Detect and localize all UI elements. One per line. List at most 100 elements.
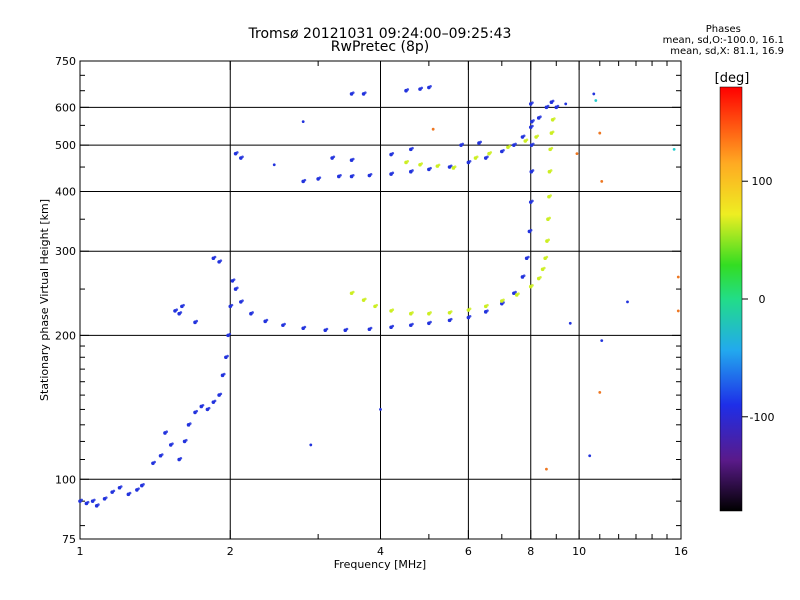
chart-title: Tromsø 20121031 09:24:00–09:25:43 (248, 26, 512, 42)
colorbar-tick-label: 100 (752, 175, 773, 188)
outlier-point (309, 443, 313, 447)
o-mode-point (93, 498, 96, 502)
colorbar (719, 86, 743, 512)
x-mode-point (420, 162, 424, 165)
outlier-point (588, 454, 592, 458)
o-mode-point (332, 155, 336, 159)
y-tick-label: 75 (62, 533, 76, 546)
o-mode-point (213, 255, 217, 259)
x-mode-point (543, 266, 546, 270)
x-mode-point (449, 310, 453, 313)
o-mode-point (479, 140, 482, 144)
phases-stats-box: Phases mean, sd,O:-100.0, 16.1 mean, sd,… (663, 24, 784, 57)
x-mode-point (437, 163, 441, 167)
o-mode-point (531, 101, 534, 104)
x-mode-point (391, 308, 395, 311)
o-mode-point (364, 91, 367, 94)
o-mode-point (222, 372, 226, 376)
o-mode-point (532, 119, 535, 122)
y-tick-label: 600 (55, 101, 76, 114)
x-mode-point (517, 292, 520, 296)
o-mode-point (369, 326, 373, 330)
o-mode-point (232, 278, 236, 281)
colorbar-tick-label: 0 (759, 293, 766, 306)
o-mode-point (128, 491, 132, 495)
o-mode-point (339, 173, 342, 177)
o-mode-point (303, 178, 307, 182)
o-mode-point (182, 303, 185, 307)
x-mode-point (550, 146, 554, 150)
x-tick-label: 8 (527, 545, 534, 558)
x-mode-point (551, 130, 555, 134)
o-mode-point (411, 169, 414, 172)
outlier-point (592, 92, 596, 96)
x-tick-label: 10 (572, 545, 586, 558)
colorbar-label: [deg] (715, 71, 750, 86)
o-mode-point (226, 354, 229, 358)
outlier-point (431, 127, 435, 131)
x-mode-point (547, 238, 550, 242)
outlier-point (676, 309, 680, 313)
o-mode-point (153, 460, 156, 464)
outlier-point (545, 467, 548, 471)
x-mode-point (531, 284, 534, 287)
x-axis-label: Frequency [MHz] (334, 558, 426, 571)
o-mode-point (230, 303, 234, 307)
gridlines (80, 61, 681, 539)
o-mode-point (429, 84, 432, 88)
o-mode-point (86, 500, 90, 504)
x-tick-label: 1 (77, 545, 84, 558)
x-mode-point (475, 155, 479, 159)
phases-header: Phases (705, 24, 741, 35)
x-mode-point (502, 298, 505, 302)
o-mode-point (219, 259, 223, 262)
o-mode-point (303, 325, 307, 329)
o-mode-point (546, 104, 550, 108)
o-mode-point (539, 115, 542, 119)
phases-o-mode-stats: mean, sd,O:-100.0, 16.1 (662, 35, 784, 46)
y-tick-label: 100 (55, 473, 76, 486)
o-mode-point (351, 173, 355, 177)
outlier-point (568, 321, 572, 325)
x-mode-point (508, 144, 511, 148)
x-mode-point (549, 194, 552, 197)
o-mode-point (179, 311, 183, 314)
o-mode-point (420, 86, 424, 90)
o-mode-point (179, 456, 183, 460)
o-mode-point (391, 151, 395, 155)
o-mode-point (369, 172, 373, 176)
y-tick-label: 400 (55, 185, 76, 198)
o-mode-point (80, 498, 84, 502)
o-mode-point (175, 308, 179, 311)
o-mode-point (468, 159, 472, 163)
o-mode-point (522, 274, 526, 278)
colorbar-ticks: 100 0 -100 (742, 175, 774, 424)
o-mode-point (219, 392, 223, 396)
x-mode-point (364, 297, 367, 301)
o-mode-point (195, 409, 199, 413)
o-mode-point (241, 155, 244, 159)
o-mode-point (468, 314, 472, 318)
o-mode-point (112, 489, 116, 493)
x-mode-point (545, 255, 549, 259)
y-tick-label: 300 (55, 245, 76, 258)
outlier-point (598, 131, 602, 135)
o-mode-point (104, 496, 108, 499)
o-mode-point (486, 155, 489, 159)
o-mode-point (531, 124, 534, 128)
o-mode-point (461, 142, 465, 146)
y-axis-label: Stationary phase Virtual Height [km] (38, 199, 51, 401)
x-tick-label: 16 (674, 545, 688, 558)
axis-tick-labels: 1 2 4 6 8 10 16 75 100 200 300 400 500 600 750 (55, 55, 688, 558)
x-mode-point (375, 303, 379, 307)
o-mode-point (228, 332, 232, 336)
x-tick-label: 2 (227, 545, 234, 558)
outlier-point (575, 152, 579, 156)
o-mode-point (531, 142, 535, 146)
o-mode-point (345, 327, 349, 331)
o-mode-point (411, 322, 414, 326)
data-points (78, 84, 680, 508)
o-mode-point (165, 430, 169, 434)
o-mode-point (171, 442, 174, 445)
